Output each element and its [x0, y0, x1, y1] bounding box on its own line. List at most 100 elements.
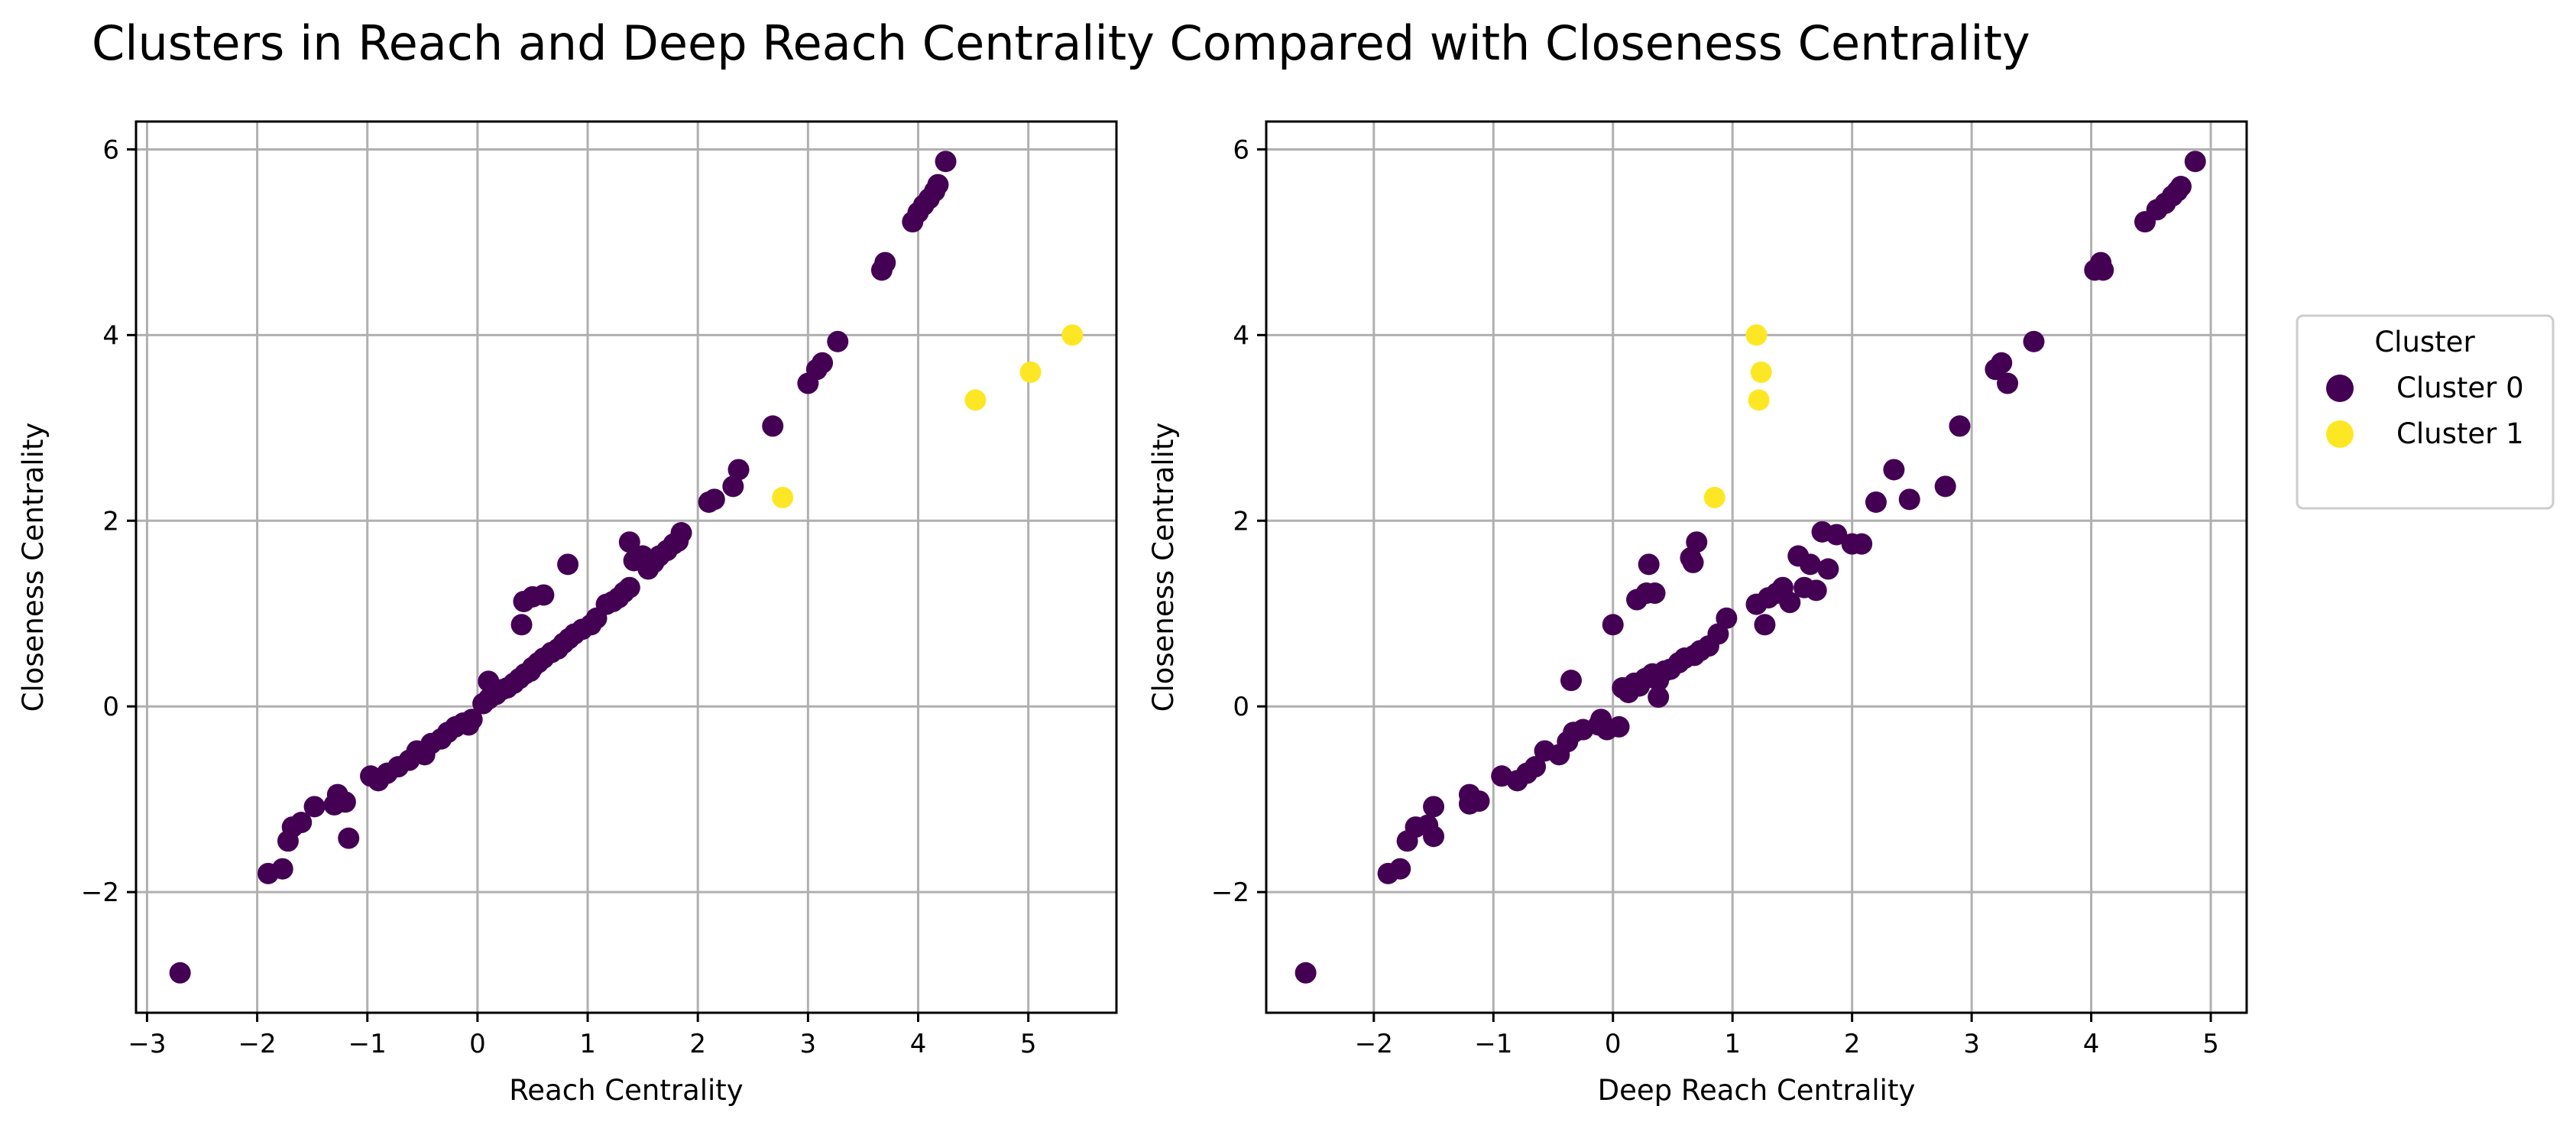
data-point-cluster-0	[1799, 553, 1821, 576]
left-scatter-plot: −3 −2 −1 0 1 2 3 4 5 −2 0 2 4 6 Reach Centrality Closen…	[17, 120, 1118, 1107]
y-tick-label: 6	[102, 135, 119, 165]
data-point-cluster-0	[1826, 524, 1848, 546]
x-tick-label: 1	[579, 1029, 596, 1059]
x-tick-label: 5	[1020, 1029, 1037, 1059]
y-tick-label: 4	[102, 320, 119, 351]
axes-frame	[134, 120, 1118, 1014]
x-tick-label: −3	[128, 1029, 166, 1059]
data-point-cluster-1	[1019, 361, 1042, 383]
x-tick-label: 0	[469, 1029, 486, 1059]
data-point-cluster-1	[964, 389, 987, 411]
data-point-cluster-0	[2169, 176, 2192, 198]
legend-label-cluster-0: Cluster 0	[2396, 371, 2524, 404]
data-point-cluster-0	[1423, 825, 1445, 848]
data-point-cluster-0	[722, 475, 744, 498]
y-tick-label: 4	[1233, 320, 1249, 351]
data-point-cluster-0	[1644, 582, 1666, 605]
y-axis-label: Closeness Centrality	[1147, 423, 1180, 712]
data-point-cluster-0	[557, 553, 579, 576]
data-point-cluster-0	[1707, 623, 1729, 645]
data-point-cluster-0	[338, 827, 360, 849]
x-tick-label: −2	[238, 1029, 277, 1059]
data-point-cluster-0	[1898, 488, 1920, 511]
data-point-cluster-0	[334, 791, 356, 813]
legend-label-cluster-1: Cluster 1	[2396, 417, 2524, 450]
x-axis-label: Reach Centrality	[509, 1074, 743, 1107]
data-point-cluster-0	[290, 812, 313, 834]
x-tick-label: 4	[2083, 1029, 2100, 1059]
data-point-cluster-1	[1750, 361, 1772, 383]
data-point-cluster-0	[1608, 715, 1630, 738]
data-point-cluster-0	[1686, 531, 1708, 553]
y-tick-label: 6	[1233, 135, 1249, 165]
data-point-cluster-0	[1991, 352, 2013, 374]
data-point-cluster-0	[927, 174, 949, 196]
y-tick-label: 2	[102, 506, 119, 537]
legend-marker-cluster-0	[2326, 375, 2354, 402]
legend: Cluster Cluster 0 Cluster 1	[2296, 314, 2555, 510]
data-point-cluster-0	[812, 352, 834, 374]
figure-title: Clusters in Reach and Deep Reach Central…	[92, 15, 2030, 71]
data-point-cluster-1	[1748, 389, 1770, 411]
y-tick-label: 2	[1233, 506, 1249, 537]
data-point-cluster-0	[1817, 558, 1839, 580]
data-point-cluster-0	[1949, 415, 1971, 437]
x-tick-label: 3	[1963, 1029, 1980, 1059]
data-point-cluster-0	[1865, 491, 1887, 513]
data-point-cluster-0	[2092, 259, 2114, 281]
x-tick-label: 2	[689, 1029, 706, 1059]
data-point-cluster-0	[303, 796, 326, 818]
data-point-cluster-0	[670, 522, 692, 544]
data-point-cluster-0	[1997, 372, 2019, 394]
y-tick-label: 0	[1233, 692, 1249, 722]
data-point-cluster-0	[827, 330, 849, 352]
y-tick-label: −2	[1211, 877, 1249, 908]
data-point-cluster-0	[1638, 553, 1660, 576]
y-axis-label: Closeness Centrality	[17, 423, 50, 712]
x-tick-label: 2	[1844, 1029, 1861, 1059]
x-tick-label: 3	[800, 1029, 817, 1059]
data-point-cluster-1	[1745, 324, 1768, 346]
legend-frame	[2296, 314, 2555, 510]
data-point-cluster-1	[1061, 324, 1084, 346]
data-point-cluster-0	[874, 251, 896, 274]
data-point-cluster-0	[1468, 790, 1490, 813]
data-point-cluster-0	[169, 962, 191, 984]
axes-frame	[1265, 120, 2248, 1014]
x-tick-label: −1	[348, 1029, 387, 1059]
x-tick-label: −1	[1474, 1029, 1512, 1059]
data-point-cluster-0	[703, 488, 725, 511]
data-point-cluster-0	[461, 709, 483, 731]
data-point-cluster-0	[1779, 592, 1801, 614]
data-point-cluster-0	[510, 614, 533, 636]
data-point-cluster-0	[271, 858, 293, 880]
data-point-cluster-0	[1560, 670, 1582, 692]
legend-title: Cluster	[2374, 326, 2475, 358]
x-tick-label: 0	[1605, 1029, 1622, 1059]
data-point-cluster-0	[1525, 756, 1547, 778]
data-point-cluster-0	[618, 576, 640, 598]
data-point-cluster-0	[1716, 607, 1738, 629]
legend-marker-cluster-1	[2326, 420, 2354, 448]
right-scatter-plot: −2 −1 0 1 2 3 4 5 −2 0 2 4 6 Deep Reach Centrality Clo…	[1147, 120, 2248, 1107]
x-tick-label: 1	[1724, 1029, 1741, 1059]
data-point-cluster-0	[1883, 459, 1905, 481]
x-tick-label: 5	[2202, 1029, 2219, 1059]
data-point-cluster-0	[2184, 151, 2206, 173]
data-point-cluster-0	[1602, 614, 1624, 636]
x-tick-label: −2	[1355, 1029, 1393, 1059]
data-point-cluster-0	[1389, 858, 1411, 880]
data-point-cluster-0	[618, 531, 640, 553]
data-point-cluster-0	[1294, 962, 1317, 984]
y-tick-label: −2	[81, 877, 119, 908]
data-point-cluster-1	[1703, 486, 1725, 508]
data-point-cluster-0	[1423, 796, 1445, 818]
data-point-cluster-0	[1851, 533, 1873, 555]
x-tick-label: 4	[910, 1029, 927, 1059]
data-point-cluster-1	[772, 486, 794, 508]
y-tick-label: 0	[102, 692, 119, 722]
data-point-cluster-0	[2023, 330, 2045, 352]
x-axis-label: Deep Reach Centrality	[1598, 1074, 1916, 1107]
data-point-cluster-0	[727, 459, 750, 481]
